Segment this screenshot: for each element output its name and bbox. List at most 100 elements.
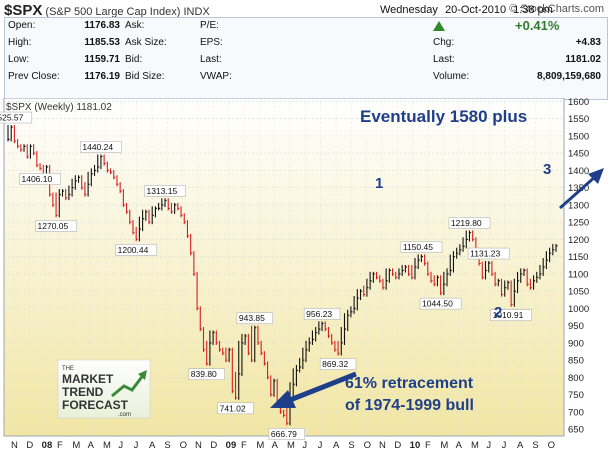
- price-label: 1200.44: [115, 244, 158, 256]
- x-tick-label: A: [333, 440, 340, 451]
- open-value: 1176.83: [84, 20, 120, 31]
- svg-text:1200.44: 1200.44: [118, 245, 149, 255]
- x-tick-label: A: [149, 440, 156, 451]
- y-tick-label: 1450: [568, 149, 589, 160]
- svg-text:.com: .com: [118, 412, 131, 418]
- svg-text:1150.45: 1150.45: [403, 242, 433, 252]
- retracement-line-1: 61% retracement: [345, 375, 474, 392]
- x-tick-label: N: [195, 440, 202, 451]
- chart-title: $SPX (S&P 500 Large Cap Index) INDX: [4, 2, 210, 19]
- y-tick-label: 1000: [568, 304, 589, 315]
- svg-text:1219.80: 1219.80: [451, 218, 482, 228]
- x-axis: N D 08 F M A M J J A S O N D 09 F M A M J J A S O N D 10 F M A M J J A S O: [11, 440, 555, 451]
- svg-text:1313.15: 1313.15: [146, 186, 177, 196]
- price-label: 869.32: [319, 358, 357, 370]
- svg-text:839.80: 839.80: [191, 369, 217, 379]
- y-tick-label: 1200: [568, 235, 589, 246]
- y-tick-label: 1150: [568, 252, 588, 263]
- y-tick-label: 1500: [568, 131, 589, 142]
- price-label: 1131.23: [467, 247, 510, 260]
- retracement-arrow-icon: [270, 371, 357, 408]
- svg-text:MARKET: MARKET: [62, 372, 114, 386]
- price-label: 1150.45: [400, 241, 443, 253]
- price-label: 1406.10: [19, 173, 61, 185]
- x-tick-label: A: [88, 440, 95, 451]
- y-tick-label: 800: [568, 373, 584, 384]
- brand-logo: © StockCharts.com: [509, 3, 604, 15]
- volume-label: Volume:: [433, 71, 470, 82]
- x-tick-label: D: [26, 440, 33, 451]
- price-label: 1010.91: [490, 309, 532, 321]
- y-tick-label: 1050: [568, 287, 589, 298]
- y-tick-label: 1400: [568, 166, 589, 177]
- last-label: Last:: [200, 54, 222, 65]
- timestamp-date: 20-Oct-2010: [444, 4, 507, 16]
- price-label: 1270.05: [35, 220, 77, 232]
- x-tick-label: J: [502, 440, 507, 451]
- wave-2-label: 2: [494, 304, 502, 321]
- last-price-label: Last:: [433, 54, 455, 65]
- price-label: 839.80: [188, 368, 225, 381]
- timestamp-time: 1:38 pm: [513, 4, 553, 16]
- price-label: 741.02: [217, 402, 254, 415]
- ask-size-label: Ask Size:: [125, 37, 167, 48]
- last-price-value: 1181.02: [565, 54, 601, 65]
- x-tick-label: M: [256, 440, 264, 451]
- svg-text:1525.57: 1525.57: [0, 113, 24, 123]
- x-tick-label: J: [486, 440, 491, 451]
- bid-size-label: Bid Size:: [125, 71, 165, 82]
- series-legend: $SPX (Weekly) 1181.02: [6, 102, 112, 113]
- svg-text:666.79: 666.79: [271, 429, 297, 439]
- svg-text:869.32: 869.32: [322, 359, 348, 369]
- x-tick-label: 09: [226, 440, 237, 451]
- svg-text:741.02: 741.02: [220, 403, 246, 413]
- wave-3-label: 3: [543, 161, 551, 178]
- x-tick-label: S: [532, 440, 538, 451]
- x-tick-label: M: [72, 440, 80, 451]
- x-tick-label: A: [456, 440, 463, 451]
- x-tick-label: M: [287, 440, 295, 451]
- x-tick-label: M: [440, 440, 448, 451]
- timestamp: Wednesday 20-Oct-2010 1:38 pm: [380, 4, 553, 16]
- price-bars: [7, 125, 558, 426]
- price-label: 1440.24: [80, 141, 122, 153]
- x-tick-label: O: [364, 440, 371, 451]
- y-tick-label: 750: [568, 390, 584, 401]
- price-label: 1313.15: [144, 185, 186, 197]
- x-tick-label: O: [548, 440, 555, 451]
- price-label: 666.79: [268, 428, 306, 440]
- y-tick-label: 950: [568, 321, 584, 332]
- price-labels: 1525.57 1406.10 1270.05 1440.24 1200.44 1313.…: [0, 111, 532, 440]
- y-tick-label: 1350: [568, 183, 589, 194]
- pe-label: P/E:: [200, 20, 219, 31]
- y-tick-label: 1550: [568, 114, 589, 125]
- low-label: Low:: [8, 54, 30, 65]
- ticker-symbol: $SPX: [4, 2, 43, 19]
- high-label: High:: [8, 37, 32, 48]
- price-label: 1525.57: [0, 111, 33, 124]
- price-label: 956.23: [303, 308, 341, 320]
- x-tick-label: N: [11, 440, 18, 451]
- svg-text:1044.50: 1044.50: [422, 299, 453, 309]
- svg-text:1270.05: 1270.05: [38, 221, 69, 231]
- x-tick-label: F: [57, 440, 63, 451]
- price-chart: 1525.57 1406.10 1270.05 1440.24 1200.44 1313.…: [0, 98, 604, 451]
- svg-text:1440.24: 1440.24: [82, 142, 113, 152]
- x-tick-label: M: [103, 440, 111, 451]
- x-tick-label: O: [180, 440, 187, 451]
- price-label: 1219.80: [448, 217, 491, 229]
- x-tick-label: 10: [410, 440, 421, 451]
- y-tick-label: 650: [568, 425, 584, 436]
- svg-text:THE: THE: [62, 366, 74, 372]
- chg-value: +4.83: [575, 37, 601, 48]
- svg-text:1406.10: 1406.10: [21, 174, 52, 184]
- svg-text:943.85: 943.85: [239, 313, 265, 323]
- x-tick-label: F: [241, 440, 247, 451]
- y-tick-label: 1250: [568, 218, 589, 229]
- svg-text:956.23: 956.23: [306, 309, 332, 319]
- wave-1-label: 1: [375, 175, 383, 192]
- svg-text:1010.91: 1010.91: [493, 310, 524, 320]
- timestamp-day: Wednesday: [380, 4, 438, 16]
- exchange: INDX: [183, 6, 210, 18]
